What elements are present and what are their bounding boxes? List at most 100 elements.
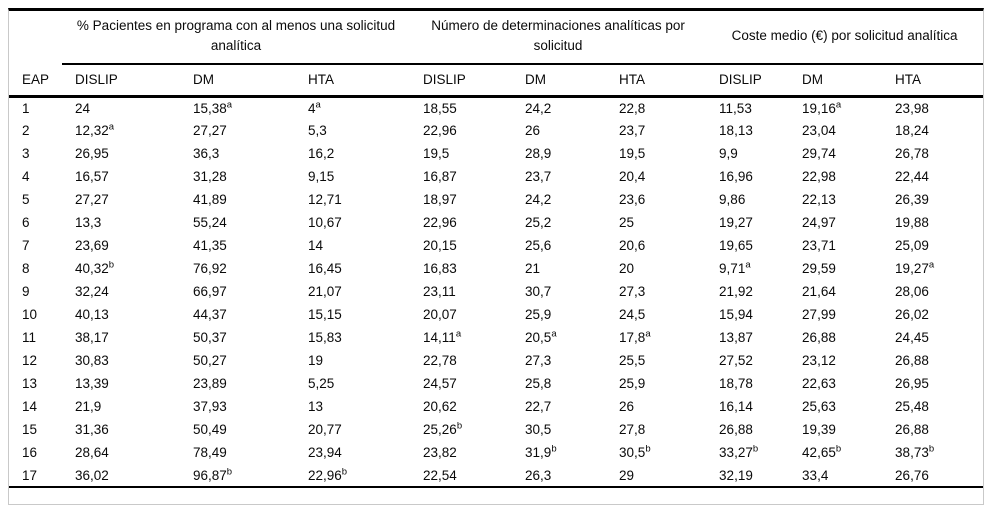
data-cell: 28,06 bbox=[895, 284, 929, 299]
data-cell: 30,5 bbox=[525, 422, 552, 437]
data-cell: 25,9 bbox=[525, 307, 552, 322]
data-cell: 55,24 bbox=[193, 215, 227, 230]
data-cell: 26,88 bbox=[719, 422, 753, 437]
data-cell: 22,63 bbox=[802, 376, 836, 391]
table-header: % Pacientes en programa con al menos una… bbox=[9, 11, 984, 98]
data-cell: 26,88 bbox=[802, 330, 836, 345]
table-row: 16 28,64 78,49 23,94 23,82 31,9b 30,5b 33,27b 42… bbox=[9, 441, 983, 464]
superscript-note: b bbox=[226, 466, 233, 477]
table-row: 9 32,24 66,97 21,07 23,11 30,7 27,3 21,92 21,64 2… bbox=[9, 280, 983, 303]
data-cell: 27,27 bbox=[193, 123, 227, 138]
data-cell: 41,89 bbox=[193, 192, 227, 207]
data-cell: 21,07 bbox=[308, 284, 342, 299]
row-eap-number: 17 bbox=[9, 464, 62, 488]
superscript-note: b bbox=[645, 443, 651, 455]
data-cell: 23,71 bbox=[802, 238, 836, 253]
superscript-note: a bbox=[745, 259, 751, 271]
table-row: 7 23,69 41,35 14 20,15 25,6 20,6 19,65 23,71 25,0… bbox=[9, 234, 983, 257]
superscript-note: a bbox=[226, 99, 233, 111]
column-header-hta-3: HTA bbox=[882, 64, 984, 98]
data-cell: 31,28 bbox=[193, 169, 227, 184]
data-cell: 12,71 bbox=[308, 192, 342, 207]
data-cell: 21,92 bbox=[719, 284, 753, 299]
column-header-row: EAP DISLIP DM HTA DISLIP DM HTA DISLIP D… bbox=[9, 64, 984, 98]
row-eap-number: 8 bbox=[22, 261, 30, 276]
row-eap-number: 9 bbox=[22, 284, 30, 299]
data-cell: 20,5a bbox=[525, 328, 557, 345]
data-cell: 21,64 bbox=[802, 284, 836, 299]
row-eap-number: 7 bbox=[22, 238, 30, 253]
row-eap-number: 6 bbox=[22, 215, 30, 230]
data-cell: 25,9 bbox=[619, 376, 646, 391]
column-header-dm-2: DM bbox=[512, 64, 607, 98]
data-cell: 30,5b bbox=[619, 443, 651, 460]
column-header-dislip-3: DISLIP bbox=[706, 64, 790, 98]
data-cell: 11,53 bbox=[719, 100, 752, 116]
data-cell: 24,2 bbox=[525, 100, 552, 116]
data-cell: 26,95 bbox=[75, 146, 109, 161]
data-cell: 18,78 bbox=[719, 376, 753, 391]
data-cell: 28,64 bbox=[75, 445, 109, 460]
data-cell: 19,5 bbox=[619, 146, 646, 161]
data-cell: 23,7 bbox=[619, 123, 646, 138]
data-cell: 24 bbox=[75, 100, 91, 116]
data-cell: 25,5 bbox=[619, 353, 646, 368]
data-cell: 22,54 bbox=[410, 464, 513, 488]
data-cell: 50,49 bbox=[193, 422, 227, 437]
data-cell: 26,02 bbox=[895, 307, 929, 322]
data-cell: 38,17 bbox=[75, 330, 109, 345]
data-cell: 23,6 bbox=[619, 192, 646, 207]
row-eap-number: 14 bbox=[22, 399, 38, 414]
data-cell: 25 bbox=[619, 215, 635, 230]
data-cell: 19,16a bbox=[802, 99, 842, 116]
data-cell: 22,44 bbox=[895, 169, 929, 184]
group-header-pacientes: % Pacientes en programa con al menos una… bbox=[62, 11, 411, 65]
table-row: 5 27,27 41,89 12,71 18,97 24,2 23,6 9,86 22,13 26… bbox=[9, 188, 983, 211]
data-cell: 23,11 bbox=[423, 284, 456, 299]
data-cell: 27,52 bbox=[719, 353, 753, 368]
row-eap-number: 10 bbox=[22, 307, 38, 322]
table-body: 1 24 15,38a 4a 18,55 24,2 22,8 11,53 19,16a 23,98… bbox=[9, 96, 984, 488]
data-cell: 50,37 bbox=[193, 330, 227, 345]
superscript-note: b bbox=[835, 443, 842, 455]
eap-spacer-cell bbox=[9, 11, 62, 64]
data-cell: 36,02 bbox=[62, 464, 180, 488]
table-row: 6 13,3 55,24 10,67 22,96 25,2 25 19,27 24,97 19,8… bbox=[9, 211, 983, 234]
column-header-hta-2: HTA bbox=[606, 64, 707, 98]
data-cell: 29,74 bbox=[802, 146, 836, 161]
data-cell: 20,77 bbox=[308, 422, 342, 437]
superscript-note: a bbox=[928, 259, 935, 271]
data-cell: 13,87 bbox=[719, 330, 753, 345]
data-table: % Pacientes en programa con al menos una… bbox=[9, 11, 984, 488]
data-cell: 26,95 bbox=[895, 376, 929, 391]
data-cell: 26,39 bbox=[895, 192, 929, 207]
data-cell: 23,94 bbox=[308, 445, 342, 460]
column-header-dm-1: DM bbox=[180, 64, 295, 98]
row-eap-number: 5 bbox=[22, 192, 30, 207]
table-row: 12 30,83 50,27 19 22,78 27,3 25,5 27,52 23,12 26,… bbox=[9, 349, 983, 372]
superscript-note: a bbox=[835, 99, 842, 111]
data-cell: 26,88 bbox=[895, 422, 929, 437]
data-cell: 23,98 bbox=[895, 100, 929, 116]
data-cell: 23,12 bbox=[802, 353, 836, 368]
data-cell: 9,9 bbox=[719, 146, 738, 161]
data-cell: 28,9 bbox=[525, 146, 552, 161]
data-cell: 38,73b bbox=[895, 443, 935, 460]
data-cell: 27,8 bbox=[619, 422, 646, 437]
group-header-row: % Pacientes en programa con al menos una… bbox=[9, 11, 984, 65]
data-cell: 19,5 bbox=[423, 146, 450, 161]
group-header-coste: Coste medio (€) por solicitud analítica bbox=[706, 11, 984, 65]
data-cell: 23,89 bbox=[193, 376, 227, 391]
data-cell: 25,2 bbox=[525, 215, 552, 230]
data-cell: 22,96b bbox=[295, 464, 411, 488]
data-cell: 15,38a bbox=[193, 99, 233, 116]
data-cell: 36,3 bbox=[193, 146, 220, 161]
row-eap-number: 16 bbox=[22, 445, 38, 460]
data-cell: 24,5 bbox=[619, 307, 646, 322]
data-cell: 29,59 bbox=[802, 261, 836, 276]
data-cell: 27,27 bbox=[75, 192, 109, 207]
data-cell: 18,55 bbox=[423, 100, 457, 116]
data-cell: 31,9b bbox=[525, 443, 557, 460]
data-cell: 22,98 bbox=[802, 169, 836, 184]
data-cell: 9,15 bbox=[308, 169, 335, 184]
